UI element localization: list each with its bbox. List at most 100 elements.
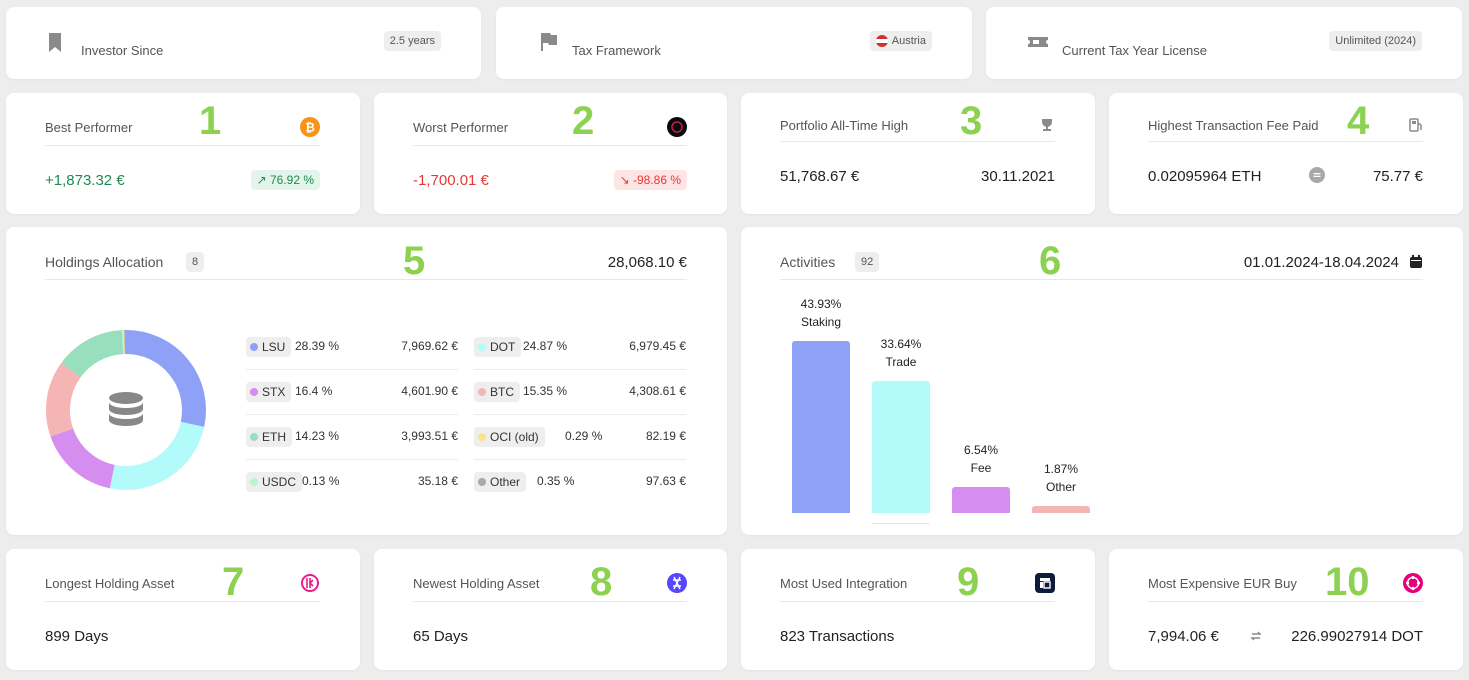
highest-fee-value: 75.77 € bbox=[1372, 168, 1423, 185]
legend-asset-value: 7,969.62 € bbox=[401, 339, 458, 353]
allocation-donut-chart bbox=[46, 329, 206, 490]
investor-since-label: Investor Since bbox=[81, 43, 164, 58]
ticket-icon bbox=[1028, 37, 1048, 47]
expensive-buy-amount: 226.99027914 DOT bbox=[1291, 628, 1423, 645]
legend-asset-percent: 0.29 % bbox=[565, 429, 603, 443]
activity-bar-label: 43.93% Staking bbox=[781, 295, 861, 331]
legend-row-btc: BTC 15.35 % 4,308.61 € bbox=[474, 371, 686, 415]
best-performer-change: ↗ 76.92 % bbox=[250, 170, 320, 190]
token-icon bbox=[667, 117, 687, 137]
ethereum-icon bbox=[1309, 167, 1325, 183]
donut-slice-btc[interactable] bbox=[46, 362, 81, 437]
activity-bar-name: Trade bbox=[885, 355, 917, 370]
activities-date-range[interactable]: 01.01.2024-18.04.2024 bbox=[1243, 254, 1399, 271]
worst-performer-title: Worst Performer bbox=[413, 120, 509, 135]
investor-since-card: Investor Since 2.5 years bbox=[6, 7, 481, 79]
holdings-count-badge: 8 bbox=[186, 252, 205, 272]
marker-8: 8 bbox=[590, 560, 613, 604]
marker-1: 1 bbox=[199, 99, 222, 143]
best-performer-card[interactable]: Best Performer 1 ₿ +1,873.32 € ↗ 76.92 % bbox=[6, 93, 360, 214]
highest-fee-card[interactable]: Highest Transaction Fee Paid 4 0.0209596… bbox=[1109, 93, 1463, 214]
worst-performer-change: ↘ -98.86 % bbox=[613, 170, 687, 190]
swap-icon bbox=[1250, 631, 1262, 641]
legend-asset-chip: LSU bbox=[246, 337, 292, 357]
newest-holding-value: 65 Days bbox=[413, 628, 469, 645]
legend-row-eth: ETH 14.23 % 3,993.51 € bbox=[246, 416, 458, 460]
donut-slice-stx[interactable] bbox=[50, 427, 116, 489]
legend-asset-chip: STX bbox=[246, 382, 292, 402]
legend-color-dot bbox=[250, 433, 258, 441]
legend-asset-value: 97.63 € bbox=[645, 474, 686, 488]
activity-bar-staking[interactable] bbox=[792, 341, 850, 513]
activity-bar-fee[interactable] bbox=[952, 487, 1010, 513]
tax-framework-label: Tax Framework bbox=[572, 43, 661, 58]
license-badge: Unlimited (2024) bbox=[1329, 31, 1422, 51]
activity-bar-percent: 1.87% bbox=[1043, 461, 1079, 476]
legend-row-stx: STX 16.4 % 4,601.90 € bbox=[246, 371, 458, 415]
donut-slice-lsu[interactable] bbox=[125, 330, 206, 427]
activity-bar-trade[interactable] bbox=[872, 381, 930, 513]
legend-asset-percent: 16.4 % bbox=[295, 384, 333, 398]
activities-count-badge: 92 bbox=[855, 252, 880, 272]
legend-asset-value: 3,993.51 € bbox=[401, 429, 458, 443]
asset-icon bbox=[301, 574, 319, 592]
legend-asset-name: ETH bbox=[262, 430, 286, 444]
all-time-high-title: Portfolio All-Time High bbox=[780, 118, 909, 133]
longest-holding-card[interactable]: Longest Holding Asset 7 899 Days bbox=[6, 549, 360, 670]
donut-slice-dot[interactable] bbox=[109, 421, 205, 490]
activity-bar-name: Other bbox=[1045, 479, 1076, 494]
highest-fee-title: Highest Transaction Fee Paid bbox=[1148, 118, 1319, 133]
bookmark-icon bbox=[49, 33, 61, 52]
calendar-icon[interactable] bbox=[1409, 255, 1423, 269]
austria-flag-icon bbox=[875, 35, 888, 47]
integration-title: Most Used Integration bbox=[780, 576, 908, 591]
tax-framework-card: Tax Framework Austria bbox=[496, 7, 972, 79]
expensive-buy-eur: 7,994.06 € bbox=[1148, 628, 1219, 645]
marker-4: 4 bbox=[1347, 99, 1370, 143]
legend-asset-percent: 15.35 % bbox=[523, 384, 568, 398]
activities-card: Activities 92 6 01.01.2024-18.04.2024 43… bbox=[741, 227, 1463, 535]
bitcoin-icon: ₿ bbox=[300, 117, 320, 137]
activity-bar-percent: 6.54% bbox=[963, 443, 999, 458]
legend-asset-percent: 0.35 % bbox=[537, 474, 575, 488]
best-performer-value: +1,873.32 € bbox=[45, 172, 125, 189]
holdings-allocation-card: Holdings Allocation 8 5 28,068.10 € LSU 2… bbox=[6, 227, 727, 535]
activity-bar-label: 6.54% Fee bbox=[941, 441, 1021, 477]
activity-bar-other[interactable] bbox=[1032, 505, 1090, 513]
legend-color-dot bbox=[250, 478, 258, 486]
legend-asset-chip: ETH bbox=[246, 427, 292, 447]
marker-2: 2 bbox=[572, 99, 595, 143]
activity-bar-name: Fee bbox=[970, 461, 992, 476]
legend-asset-chip: BTC bbox=[474, 382, 520, 402]
marker-10: 10 bbox=[1325, 560, 1370, 604]
svg-text:₿: ₿ bbox=[305, 121, 315, 135]
holdings-title: Holdings Allocation bbox=[45, 254, 164, 270]
legend-row-lsu: LSU 28.39 % 7,969.62 € bbox=[246, 326, 458, 370]
legend-asset-percent: 28.39 % bbox=[295, 339, 340, 353]
most-used-integration-card[interactable]: Most Used Integration 9 823 Transactions bbox=[741, 549, 1095, 670]
legend-color-dot bbox=[478, 433, 486, 441]
database-icon bbox=[109, 392, 143, 426]
asset-icon bbox=[667, 573, 687, 593]
legend-asset-name: DOT bbox=[490, 340, 516, 354]
donut-slice-eth[interactable] bbox=[61, 330, 124, 378]
legend-color-dot bbox=[478, 478, 486, 486]
legend-asset-chip: Other bbox=[474, 472, 527, 492]
worst-performer-card[interactable]: Worst Performer 2 -1,700.01 € ↘ -98.86 % bbox=[374, 93, 727, 214]
longest-holding-title: Longest Holding Asset bbox=[45, 576, 175, 591]
activities-title: Activities bbox=[780, 254, 836, 270]
marker-9: 9 bbox=[957, 560, 980, 604]
license-card: Current Tax Year License Unlimited (2024… bbox=[986, 7, 1462, 79]
activity-bar-percent: 43.93% bbox=[800, 297, 842, 311]
legend-asset-percent: 24.87 % bbox=[523, 339, 568, 353]
legend-asset-value: 82.19 € bbox=[645, 429, 686, 443]
all-time-high-card[interactable]: Portfolio All-Time High 3 51,768.67 € 30… bbox=[741, 93, 1095, 214]
newest-holding-card[interactable]: Newest Holding Asset 8 65 Days bbox=[374, 549, 727, 670]
activity-bar-label: 33.64% Trade bbox=[861, 335, 941, 371]
legend-asset-name: USDC bbox=[262, 475, 297, 489]
legend-asset-value: 35.18 € bbox=[417, 474, 458, 488]
worst-performer-value: -1,700.01 € bbox=[413, 172, 489, 189]
most-expensive-buy-card[interactable]: Most Expensive EUR Buy 10 7,994.06 € 226… bbox=[1109, 549, 1463, 670]
legend-asset-chip: OCI (old) bbox=[474, 427, 545, 447]
legend-color-dot bbox=[478, 388, 486, 396]
